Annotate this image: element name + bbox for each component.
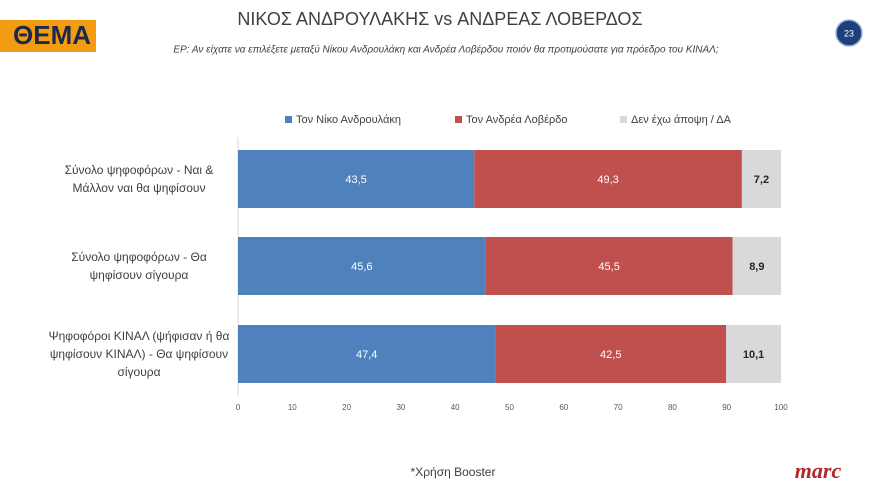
legend-swatch [620, 116, 627, 123]
data-label: 42,5 [600, 349, 621, 361]
bar-segment [238, 150, 475, 208]
legend-label: Τον Ανδρέα Λοβέρδο [466, 114, 568, 126]
data-label: 49,3 [597, 174, 618, 186]
x-tick-label: 0 [236, 403, 241, 412]
subtitle: ΕΡ: Αν είχατε να επιλέξετε μεταξύ Νίκου … [173, 44, 718, 56]
bar-segment [495, 325, 727, 383]
x-tick-label: 40 [451, 403, 460, 412]
legend-label: Τον Νίκο Ανδρουλάκη [296, 114, 401, 126]
category-label: Ψηφοφόροι ΚΙΝΑΛ (ψήφισαν ή θα ψηφίσουν Κ… [48, 329, 230, 379]
bar-segment [741, 150, 781, 208]
data-label: 43,5 [345, 174, 366, 186]
bar-segment [238, 237, 486, 295]
page-number: 23 [844, 28, 854, 38]
data-label: 47,4 [356, 349, 377, 361]
x-tick-label: 30 [396, 403, 405, 412]
legend-label: Δεν έχω άποψη / ΔΑ [631, 114, 732, 126]
bar-segment [726, 325, 781, 383]
category-label-box: Ψηφοφόροι ΚΙΝΑΛ (ψήφισαν ή θα ψηφίσουν Κ… [48, 329, 230, 379]
x-tick-label: 100 [774, 403, 788, 412]
x-tick-label: 10 [288, 403, 297, 412]
bar-segment [485, 237, 733, 295]
category-label-box: Σύνολο ψηφοφόρων - Θα ψηφίσουν σίγουρα [71, 250, 207, 282]
x-tick-label: 90 [722, 403, 731, 412]
legend-swatch [285, 116, 292, 123]
data-label: 8,9 [749, 261, 764, 273]
legend-swatch [455, 116, 462, 123]
bar-segment [732, 237, 781, 295]
x-tick-label: 80 [668, 403, 677, 412]
page-badge [835, 19, 863, 47]
x-tick-label: 50 [505, 403, 514, 412]
bar-segment [238, 325, 496, 383]
footnote: *Χρήση Booster [411, 465, 496, 479]
data-label: 10,1 [743, 349, 764, 361]
category-label: Σύνολο ψηφοφόρων - Θα ψηφίσουν σίγουρα [71, 250, 207, 282]
category-label: Σύνολο ψηφοφόρων - Ναι & Μάλλον ναι θα ψ… [64, 163, 214, 195]
x-tick-label: 60 [559, 403, 568, 412]
logo-box [0, 20, 96, 52]
data-label: 45,6 [351, 261, 372, 273]
title: ΝΙΚΟΣ ΑΝΔΡΟΥΛΑΚΗΣ vs ΑΝΔΡΕΑΣ ΛΟΒΕΡΔΟΣ [237, 9, 642, 29]
brand: marc [795, 458, 842, 483]
data-label: 45,5 [598, 261, 619, 273]
x-tick-label: 20 [342, 403, 351, 412]
category-label-box: Σύνολο ψηφοφόρων - Ναι & Μάλλον ναι θα ψ… [64, 163, 214, 195]
logo: ΘΕΜΑ [13, 20, 91, 50]
bar-segment [474, 150, 742, 208]
data-label: 7,2 [754, 174, 769, 186]
x-tick-label: 70 [614, 403, 623, 412]
